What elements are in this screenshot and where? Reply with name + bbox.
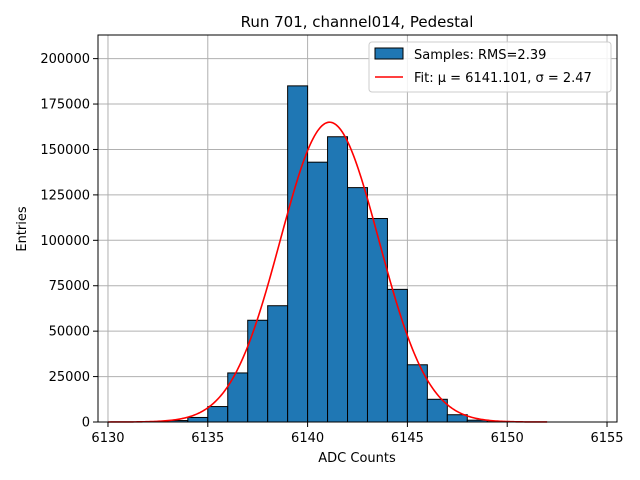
y-tick-label: 100000 xyxy=(40,234,90,249)
y-tick-label: 0 xyxy=(82,416,90,431)
histogram-bar xyxy=(247,319,269,423)
histogram-bar xyxy=(267,305,289,423)
y-tick-label: 50000 xyxy=(49,325,90,340)
histogram-bar xyxy=(386,288,408,423)
y-tick-label: 125000 xyxy=(40,188,90,203)
histogram-bar xyxy=(187,416,209,423)
y-axis: 0 25000 50000 75000 100000 125000 150000 175000… xyxy=(40,52,98,431)
legend-label-samples: Samples: RMS=2.39 xyxy=(414,48,546,63)
x-axis-title: ADC Counts xyxy=(318,451,396,466)
histogram-bar xyxy=(307,161,329,423)
legend-frame xyxy=(368,41,612,93)
x-tick-label: 6140 xyxy=(291,431,324,446)
y-axis-title: Entries xyxy=(15,206,30,252)
y-tick-label: 150000 xyxy=(40,143,90,158)
histogram-bar xyxy=(366,218,388,423)
fit-curve xyxy=(107,121,548,423)
plot-area-frame xyxy=(97,34,618,423)
histogram-bar xyxy=(347,187,368,423)
x-tick-label: 6130 xyxy=(91,431,124,446)
histogram-bar xyxy=(207,406,229,423)
x-axis: 6130 6135 6140 6145 6150 6155 xyxy=(91,422,624,446)
histogram-bar xyxy=(287,85,309,423)
x-tick-label: 6145 xyxy=(391,431,424,446)
y-tick-label: 200000 xyxy=(40,52,90,67)
y-tick-label: 175000 xyxy=(40,98,90,113)
legend: Samples: RMS=2.39 Fit: μ = 6141.101, σ =… xyxy=(368,41,612,93)
histogram-bar xyxy=(327,136,349,423)
y-tick-label: 25000 xyxy=(49,370,90,385)
legend-label-fit: Fit: μ = 6141.101, σ = 2.47 xyxy=(414,71,592,86)
x-tick-label: 6155 xyxy=(590,431,623,446)
histogram-bar xyxy=(446,414,468,423)
y-tick-label: 75000 xyxy=(49,279,90,294)
legend-swatch-samples xyxy=(374,47,404,60)
x-tick-label: 6150 xyxy=(491,431,524,446)
chart-title: Run 701, channel014, Pedestal xyxy=(241,13,474,31)
x-tick-label: 6135 xyxy=(191,431,224,446)
